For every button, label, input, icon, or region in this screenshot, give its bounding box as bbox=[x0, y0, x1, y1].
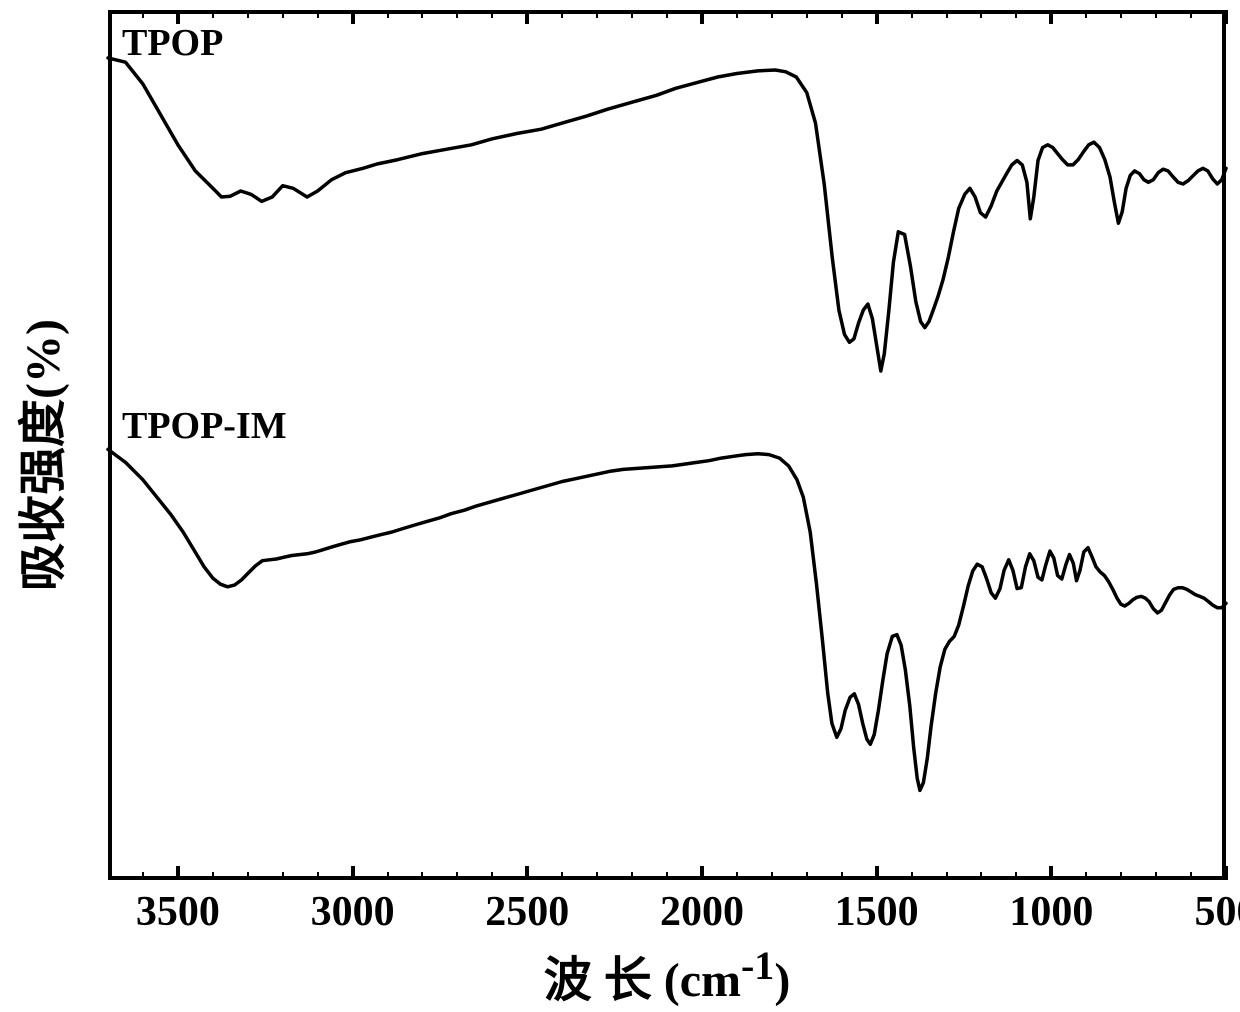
series-label-TPOP-IM: TPOP-IM bbox=[122, 404, 287, 448]
figure: 吸收强度(%) 波 长 (cm-1) 350030002500200015001… bbox=[0, 0, 1240, 1012]
chart-svg bbox=[0, 0, 1240, 1012]
series-TPOP bbox=[108, 58, 1226, 371]
series-label-TPOP: TPOP bbox=[122, 21, 223, 65]
series-TPOP-IM bbox=[108, 449, 1226, 790]
